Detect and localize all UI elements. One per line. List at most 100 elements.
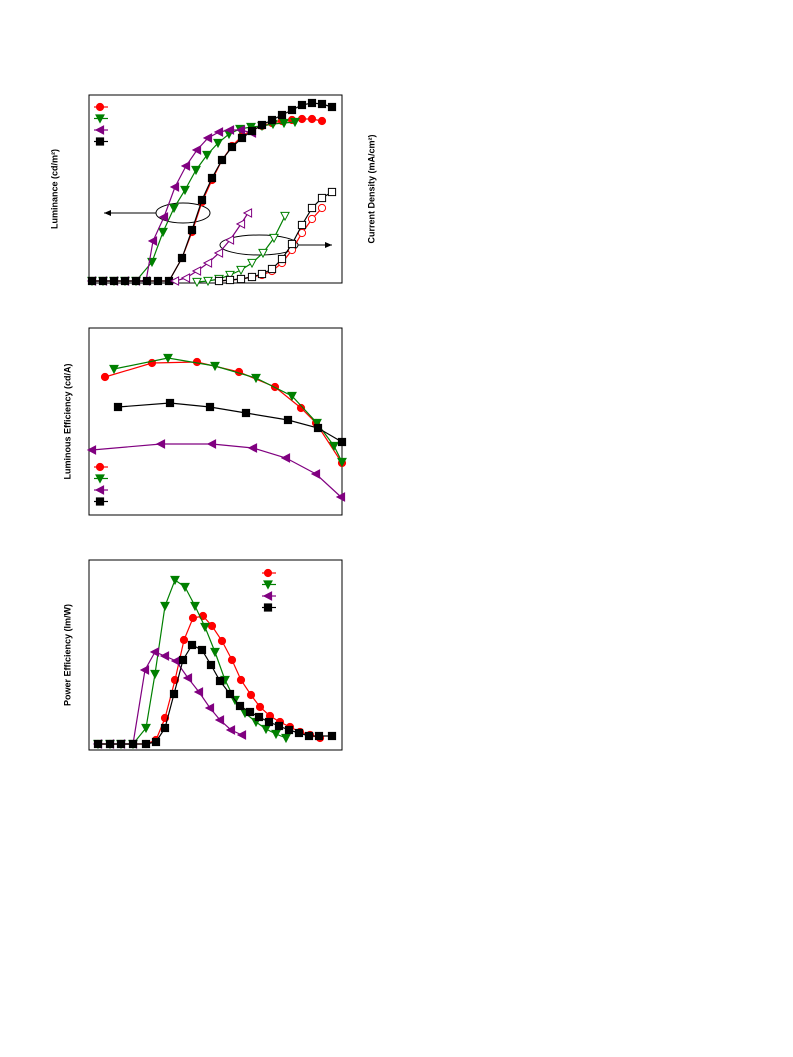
plot-frame	[88, 559, 343, 751]
marker	[213, 138, 223, 149]
marker	[236, 675, 246, 685]
marker	[290, 117, 300, 128]
marker	[203, 276, 213, 287]
marker	[307, 203, 317, 213]
marker	[317, 193, 327, 203]
marker	[160, 601, 170, 612]
marker	[120, 276, 130, 286]
marker	[236, 265, 246, 276]
marker	[337, 457, 347, 468]
marker	[169, 276, 180, 286]
marker	[105, 739, 115, 749]
marker	[178, 655, 188, 665]
marker	[247, 258, 257, 269]
marker	[236, 274, 246, 284]
marker	[236, 730, 247, 740]
marker	[327, 731, 337, 741]
marker	[214, 276, 224, 286]
marker	[202, 133, 213, 143]
y-axis-label: Power Efficiency (lm/W)	[62, 604, 72, 706]
marker	[159, 651, 170, 661]
marker	[242, 208, 253, 218]
marker	[337, 437, 347, 447]
marker	[313, 423, 323, 433]
marker	[317, 203, 327, 213]
marker	[235, 701, 245, 711]
marker	[100, 372, 110, 382]
marker	[254, 712, 264, 722]
marker	[187, 640, 197, 650]
marker	[279, 118, 289, 129]
marker	[206, 660, 216, 670]
marker	[188, 613, 198, 623]
marker	[317, 116, 327, 126]
marker	[116, 739, 126, 749]
marker	[274, 721, 284, 731]
marker	[284, 725, 294, 735]
marker	[202, 258, 213, 268]
marker	[177, 253, 187, 263]
marker	[247, 272, 257, 282]
marker	[197, 195, 207, 205]
marker	[169, 182, 180, 192]
marker	[191, 266, 202, 276]
marker	[262, 591, 273, 601]
marker	[245, 707, 255, 717]
marker	[317, 99, 327, 109]
marker	[267, 264, 277, 274]
marker	[241, 408, 251, 418]
marker	[247, 443, 258, 453]
marker	[327, 102, 337, 112]
marker	[153, 276, 163, 286]
marker	[271, 729, 281, 740]
marker	[193, 687, 204, 697]
marker	[263, 580, 273, 590]
marker	[170, 575, 180, 586]
marker	[294, 728, 304, 738]
marker	[206, 439, 217, 449]
marker	[150, 669, 160, 680]
marker	[225, 270, 235, 281]
marker	[95, 474, 105, 484]
marker	[277, 110, 287, 120]
marker	[237, 133, 247, 143]
marker	[312, 418, 322, 429]
y-axis-label: Luminance (cd/m²)	[49, 149, 59, 229]
marker	[329, 441, 339, 452]
marker	[94, 485, 105, 495]
marker	[204, 703, 215, 713]
marker	[287, 391, 297, 402]
marker	[179, 635, 189, 645]
marker	[160, 723, 170, 733]
marker	[335, 492, 346, 502]
marker	[158, 227, 168, 238]
marker	[205, 402, 215, 412]
marker	[225, 725, 236, 735]
marker	[224, 235, 235, 245]
marker	[281, 733, 291, 744]
marker	[217, 636, 227, 646]
marker	[95, 102, 105, 112]
marker	[263, 568, 273, 578]
marker	[247, 126, 257, 136]
marker	[98, 276, 108, 286]
arrow-head	[325, 242, 332, 248]
marker	[165, 398, 175, 408]
marker	[246, 690, 256, 700]
marker	[147, 236, 158, 246]
marker	[307, 98, 317, 108]
marker	[296, 403, 306, 413]
marker	[215, 676, 225, 686]
marker	[280, 211, 290, 222]
marker	[93, 739, 103, 749]
marker	[191, 145, 202, 155]
marker	[131, 276, 141, 286]
marker	[213, 248, 224, 258]
marker	[213, 127, 224, 137]
marker	[307, 214, 317, 224]
marker	[94, 125, 105, 135]
marker	[192, 277, 202, 288]
marker	[314, 731, 324, 741]
marker	[197, 645, 207, 655]
